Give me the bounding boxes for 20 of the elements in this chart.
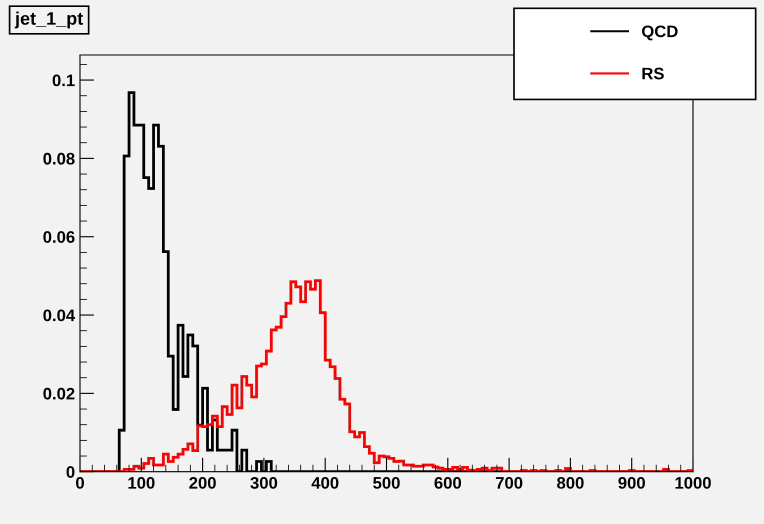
x-tick-label: 300: [250, 477, 278, 489]
x-tick-label: 700: [496, 477, 522, 489]
y-tick-label: 0: [66, 466, 74, 478]
x-tick-label: 100: [128, 477, 155, 489]
y-tick-label: 0.06: [43, 231, 75, 243]
x-tick-label: 900: [618, 477, 645, 489]
legend-label: QCD: [642, 25, 678, 40]
y-tick-label: 0.02: [43, 388, 74, 400]
x-tick-label: 500: [373, 477, 400, 489]
x-tick-label: 600: [434, 477, 462, 489]
y-tick-label: 0.08: [43, 152, 75, 165]
x-tick-label: 800: [557, 477, 584, 489]
chart-title: jet_1_pt: [14, 12, 84, 28]
y-tick-label: 0.1: [52, 74, 75, 86]
legend-label: RS: [642, 68, 664, 80]
x-tick-label: 400: [312, 477, 338, 489]
x-tick-label: 0: [76, 477, 84, 489]
y-tick-label: 0.04: [43, 309, 76, 322]
x-tick-label: 1000: [676, 477, 711, 489]
x-tick-label: 200: [189, 477, 216, 489]
